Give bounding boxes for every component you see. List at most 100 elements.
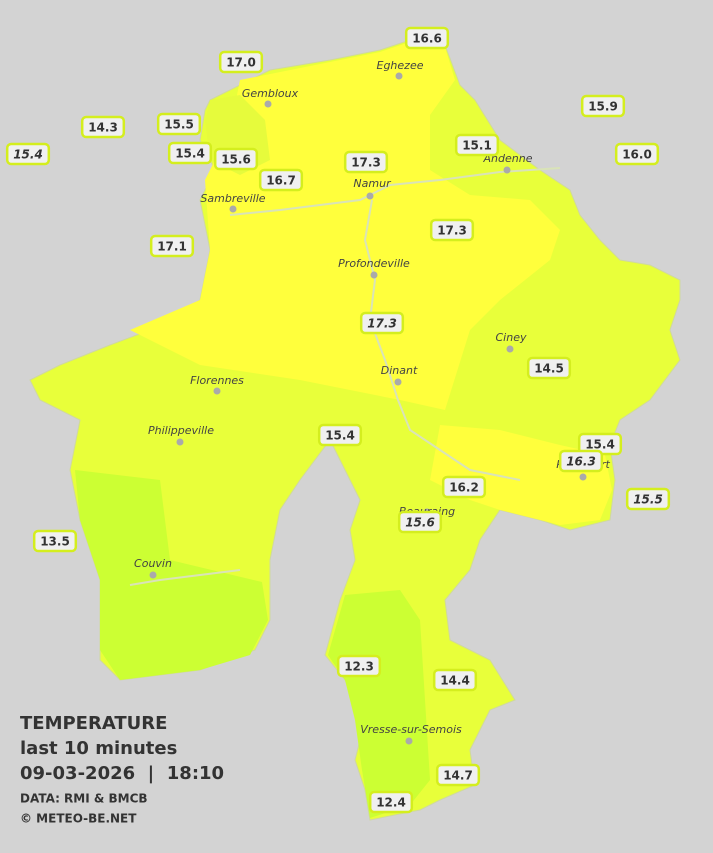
station-temp: 12.4	[376, 796, 406, 810]
station-temp: 15.4	[175, 147, 205, 161]
station-box	[167, 141, 213, 165]
station-box	[5, 142, 51, 166]
station-box	[336, 654, 382, 678]
station-label: 16.6	[404, 26, 450, 50]
station-temp: 16.6	[412, 32, 442, 46]
station-box	[317, 423, 363, 447]
station-label: 16.2	[441, 475, 487, 499]
legend-timestamp: 09-03-2026 | 18:10	[20, 763, 224, 784]
station-box	[435, 763, 481, 787]
station-temp: 17.3	[437, 224, 467, 238]
city-name: Ciney	[496, 331, 527, 344]
legend-subtitle: last 10 minutes	[20, 738, 177, 759]
city-name: Philippeville	[148, 424, 214, 437]
city-dot	[503, 166, 511, 174]
station-label: 15.9	[580, 94, 626, 118]
station-temp: 14.4	[440, 674, 470, 688]
station-box	[558, 449, 604, 473]
station-temp: 14.7	[443, 769, 473, 783]
station-temp: 17.0	[226, 56, 256, 70]
city-name: Namur	[353, 177, 392, 190]
cool-zone	[328, 590, 430, 818]
station-box	[149, 234, 195, 258]
station-label: 16.0	[614, 142, 660, 166]
station-label: 13.5	[32, 529, 78, 553]
station-label: 17.3	[359, 311, 405, 335]
city-dot	[506, 345, 514, 353]
city-name: Florennes	[190, 374, 244, 387]
station-label: 17.0	[218, 50, 264, 74]
station-temp: 17.3	[351, 156, 381, 170]
station-label: 17.3	[343, 150, 389, 174]
station-label: 15.4	[167, 141, 213, 165]
city-dot	[405, 737, 413, 745]
station-label: 16.7	[258, 168, 304, 192]
station-label: 15.5	[625, 487, 671, 511]
city-dot	[229, 205, 237, 213]
cool-zone	[75, 470, 268, 680]
station-label: 15.6	[213, 147, 259, 171]
stations: 16.6 17.0 15.9 14.3 15.5 15.4 15.4 15.6 15.1 16.0…	[5, 26, 671, 814]
city-name: Eghezee	[377, 59, 424, 72]
station-label: 15.1	[454, 133, 500, 157]
city-dot	[176, 438, 184, 446]
city-name: Vresse-sur-Semois	[360, 723, 462, 736]
station-box	[454, 133, 500, 157]
station-label: 17.3	[429, 218, 475, 242]
station-temp: 15.6	[405, 516, 435, 530]
station-box	[218, 50, 264, 74]
station-box	[80, 115, 126, 139]
city-dot	[394, 378, 402, 386]
station-temp: 15.4	[325, 429, 355, 443]
city-name: Gembloux	[242, 87, 299, 100]
station-label: 12.4	[368, 790, 414, 814]
station-temp: 15.4	[585, 438, 615, 452]
city-name: Profondeville	[338, 257, 410, 270]
station-box	[258, 168, 304, 192]
city-dot	[370, 271, 378, 279]
city-dot	[579, 473, 587, 481]
city-name: Couvin	[134, 557, 172, 570]
river	[129, 569, 241, 586]
station-temp: 17.1	[157, 240, 187, 254]
station-temp: 14.3	[88, 121, 118, 135]
station-label: 15.4	[317, 423, 363, 447]
station-box	[32, 529, 78, 553]
legend-copyright: © METEO-BE.NET	[20, 812, 137, 826]
city-dot	[395, 72, 403, 80]
station-box	[429, 218, 475, 242]
station-box	[404, 26, 450, 50]
station-box	[614, 142, 660, 166]
station-label: 15.4	[577, 432, 623, 456]
station-label: 15.5	[156, 112, 202, 136]
station-box	[359, 311, 405, 335]
station-label: 14.4	[432, 668, 478, 692]
city-dot	[213, 387, 221, 395]
station-temp: 17.3	[367, 317, 397, 331]
station-temp: 12.3	[344, 660, 374, 674]
station-temp: 15.6	[221, 153, 251, 167]
station-label: 15.4	[5, 142, 51, 166]
station-box	[580, 94, 626, 118]
station-temp: 15.1	[462, 139, 492, 153]
station-box	[397, 510, 443, 534]
city-dot	[366, 192, 374, 200]
station-label: 14.3	[80, 115, 126, 139]
station-temp: 14.5	[534, 362, 564, 376]
station-temp: 15.5	[633, 493, 663, 507]
station-box	[625, 487, 671, 511]
station-label: 15.6	[397, 510, 443, 534]
station-temp: 16.2	[449, 481, 479, 495]
city-name: Dinant	[381, 364, 418, 377]
station-box	[213, 147, 259, 171]
city-name: Sambreville	[200, 192, 265, 205]
station-box	[441, 475, 487, 499]
station-box	[432, 668, 478, 692]
station-label: 16.3	[558, 449, 604, 473]
river	[229, 167, 561, 216]
legend-source: DATA: RMI & BMCB	[20, 792, 148, 806]
station-box	[526, 356, 572, 380]
river	[363, 199, 521, 481]
station-label: 14.5	[526, 356, 572, 380]
station-temp: 13.5	[40, 535, 70, 549]
